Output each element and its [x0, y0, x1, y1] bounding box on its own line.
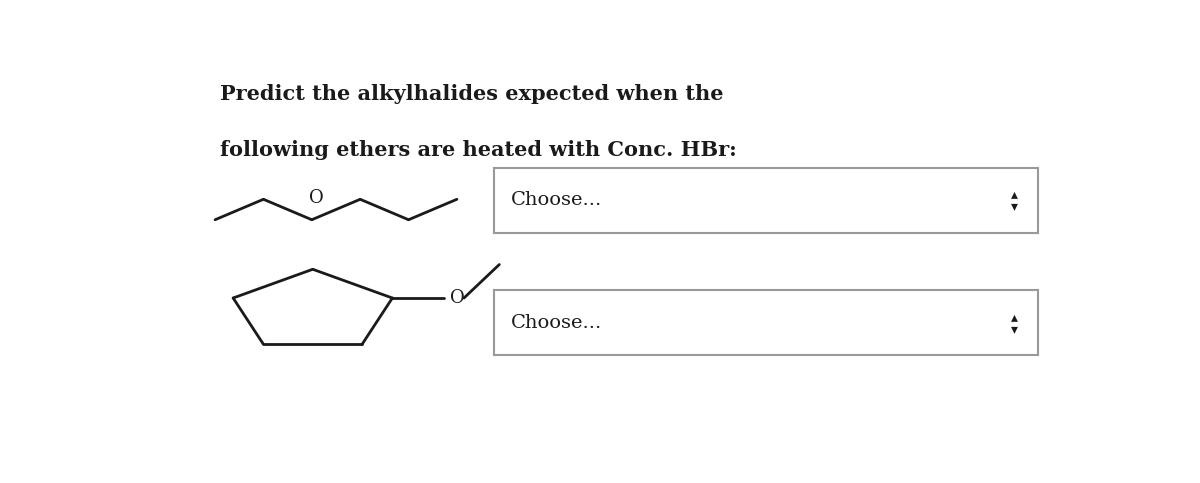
- Text: following ethers are heated with Conc. HBr:: following ethers are heated with Conc. H…: [220, 140, 737, 160]
- Text: ▴
▾: ▴ ▾: [1012, 187, 1019, 213]
- Text: O: O: [310, 189, 324, 207]
- Text: ▴
▾: ▴ ▾: [1012, 310, 1019, 336]
- Text: O: O: [450, 289, 464, 307]
- Text: Predict the alkylhalides expected when the: Predict the alkylhalides expected when t…: [220, 84, 724, 104]
- Text: Choose...: Choose...: [511, 191, 602, 209]
- Text: Choose...: Choose...: [511, 314, 602, 332]
